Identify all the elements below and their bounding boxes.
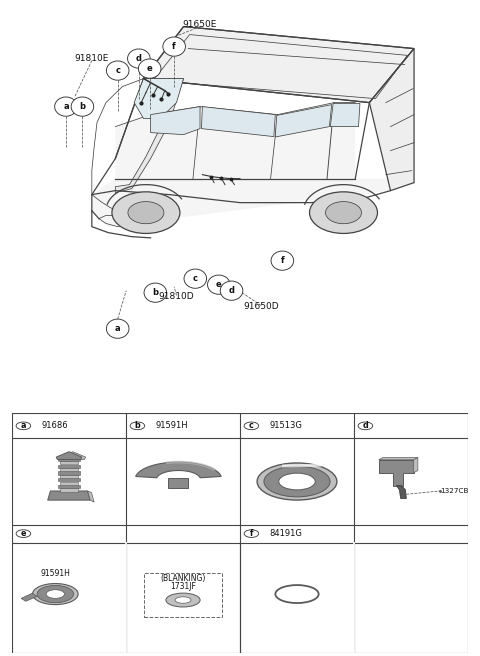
Bar (60, 475, 78, 478)
Text: b: b (134, 421, 140, 430)
Circle shape (71, 97, 94, 116)
Bar (58, 464, 80, 468)
Ellipse shape (257, 463, 337, 500)
Text: 91591H: 91591H (40, 569, 70, 578)
Circle shape (144, 283, 167, 302)
Bar (58, 485, 80, 488)
Polygon shape (92, 102, 391, 227)
Text: d: d (136, 54, 142, 63)
Bar (60, 488, 78, 491)
Circle shape (184, 269, 206, 288)
Text: 1327CB: 1327CB (441, 488, 469, 494)
Polygon shape (396, 485, 407, 499)
Polygon shape (414, 458, 418, 473)
Ellipse shape (175, 597, 191, 604)
Polygon shape (48, 491, 90, 500)
Circle shape (130, 422, 144, 430)
Bar (60, 482, 78, 485)
Text: 1731JF: 1731JF (170, 583, 196, 591)
Bar (58, 458, 80, 461)
Polygon shape (144, 27, 414, 102)
Text: d: d (228, 286, 235, 295)
Circle shape (107, 319, 129, 338)
Polygon shape (370, 49, 414, 191)
Ellipse shape (112, 192, 180, 234)
Text: a: a (115, 324, 120, 333)
Polygon shape (21, 593, 37, 602)
Polygon shape (56, 452, 82, 459)
Text: f: f (172, 42, 176, 51)
Circle shape (220, 281, 243, 300)
Polygon shape (202, 106, 275, 136)
Circle shape (128, 49, 150, 68)
Text: e: e (147, 64, 153, 73)
Polygon shape (168, 478, 189, 488)
Circle shape (16, 422, 31, 430)
Polygon shape (134, 79, 183, 119)
Bar (144, 573, 222, 617)
Text: 91810D: 91810D (159, 292, 194, 301)
Ellipse shape (310, 192, 377, 234)
Bar (60, 468, 78, 471)
Polygon shape (151, 106, 200, 134)
Bar (60, 461, 78, 464)
Text: a: a (21, 421, 26, 430)
Polygon shape (115, 79, 183, 193)
Circle shape (244, 530, 259, 537)
Ellipse shape (46, 590, 64, 598)
Circle shape (271, 251, 294, 270)
Circle shape (107, 61, 129, 80)
Text: b: b (152, 288, 158, 297)
Circle shape (16, 530, 31, 537)
Circle shape (163, 37, 185, 56)
Text: 84191G: 84191G (270, 529, 302, 538)
Text: 91591H: 91591H (156, 421, 188, 430)
Text: c: c (193, 274, 198, 283)
Polygon shape (88, 491, 94, 502)
Text: c: c (115, 66, 120, 75)
Ellipse shape (325, 201, 361, 224)
Ellipse shape (166, 593, 200, 607)
Ellipse shape (279, 473, 315, 490)
Text: 91650E: 91650E (183, 20, 217, 29)
Ellipse shape (33, 584, 78, 605)
Text: a: a (63, 102, 69, 111)
Polygon shape (275, 104, 332, 137)
Ellipse shape (128, 201, 164, 224)
Text: 91650D: 91650D (243, 302, 279, 311)
Text: f: f (250, 529, 253, 538)
Polygon shape (136, 462, 221, 478)
Circle shape (244, 422, 259, 430)
Circle shape (55, 97, 77, 116)
Bar (58, 472, 80, 475)
Circle shape (358, 422, 372, 430)
Polygon shape (379, 460, 414, 485)
Text: (BLANKING): (BLANKING) (160, 574, 206, 583)
Polygon shape (330, 104, 360, 127)
Bar (58, 478, 80, 482)
Ellipse shape (264, 466, 330, 497)
Text: 91686: 91686 (42, 421, 68, 430)
Polygon shape (60, 452, 85, 459)
Text: 91513G: 91513G (270, 421, 302, 430)
Text: e: e (21, 529, 26, 538)
Text: e: e (216, 280, 222, 289)
Text: c: c (249, 421, 254, 430)
Text: b: b (79, 102, 85, 111)
Text: 91810E: 91810E (74, 54, 109, 63)
Text: f: f (280, 256, 284, 265)
Polygon shape (379, 458, 418, 460)
Text: d: d (362, 421, 368, 430)
Circle shape (138, 59, 161, 78)
Circle shape (207, 275, 230, 295)
Ellipse shape (37, 585, 73, 603)
